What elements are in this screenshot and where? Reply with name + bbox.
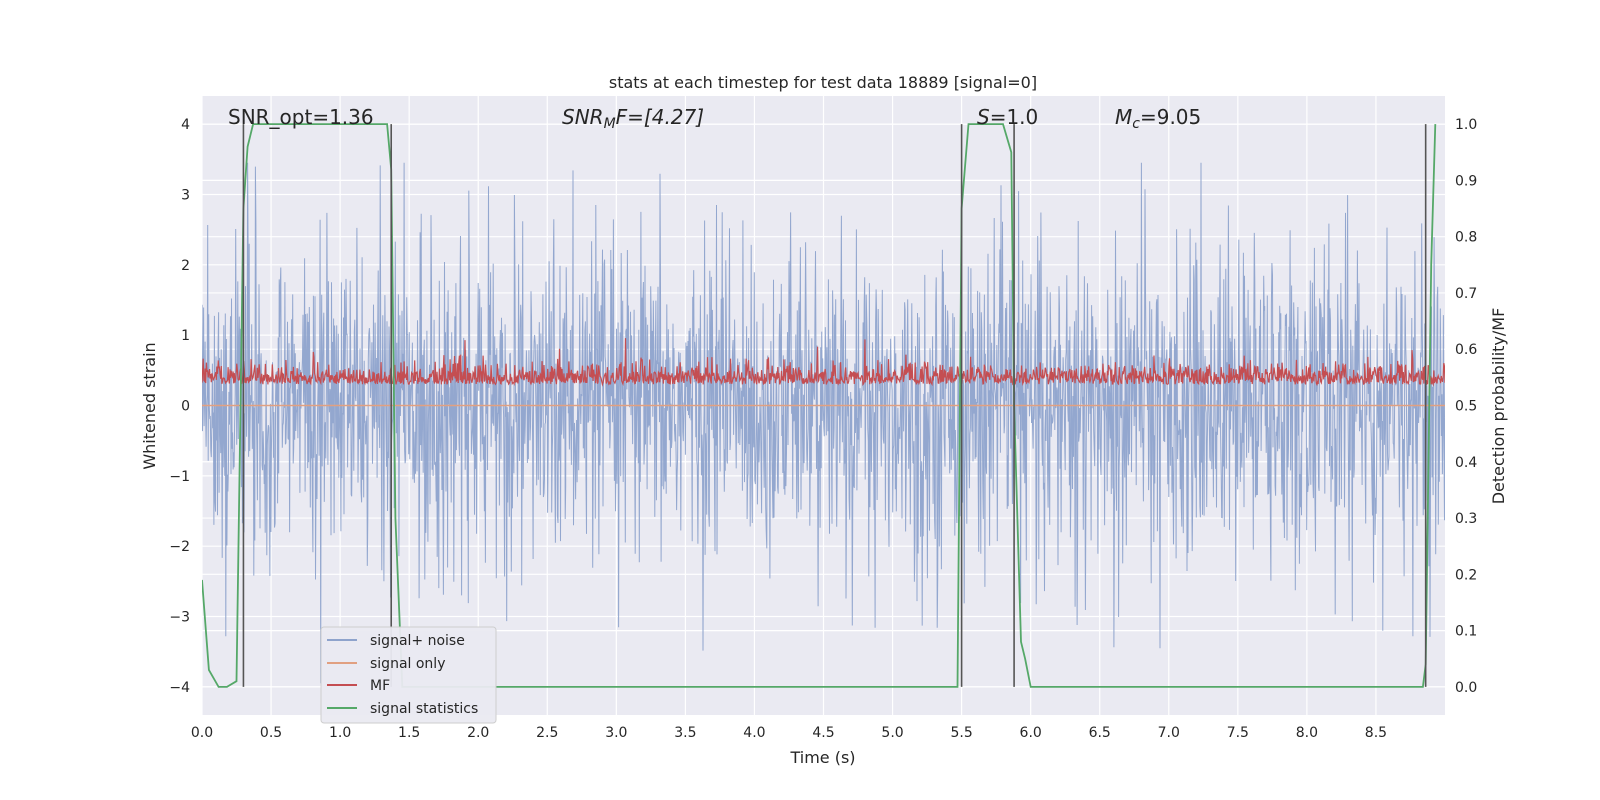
x-tick-label: 0.5 xyxy=(260,725,282,741)
annotation-snr-mf-sub: M xyxy=(604,116,616,132)
x-tick-label: 1.5 xyxy=(398,725,420,741)
x-tick-label: 2.5 xyxy=(536,725,558,741)
y-tick-label-right: 0.5 xyxy=(1455,399,1477,415)
y-tick-label-right: 0.7 xyxy=(1455,286,1477,302)
annotation-snr-mf: SNRMF=[4.27] xyxy=(562,105,704,132)
y-tick-label-left: −1 xyxy=(169,469,190,485)
annotation-mc: Mc=9.05 xyxy=(1115,105,1201,132)
x-tick-label: 7.5 xyxy=(1227,725,1249,741)
x-tick-label: 5.5 xyxy=(950,725,972,741)
y-tick-label-right: 0.4 xyxy=(1455,455,1477,471)
y-tick-label-left: 4 xyxy=(181,117,190,133)
legend-label-stat: signal statistics xyxy=(370,701,478,717)
series-signal-statistics xyxy=(202,123,1437,688)
vertical-lines xyxy=(242,124,1427,687)
legend-label-noise: signal+ noise xyxy=(370,633,465,649)
annotation-mc-rest: =9.05 xyxy=(1140,105,1201,129)
y-tick-label-right: 0.3 xyxy=(1455,511,1477,527)
x-tick-label: 5.0 xyxy=(881,725,903,741)
y-tick-label-left: 1 xyxy=(181,328,190,344)
chart-title: stats at each timestep for test data 188… xyxy=(609,73,1037,92)
series-layer xyxy=(202,123,1445,688)
ticks: 0.0 0.5 1.0 1.5 2.0 2.5 3.0 3.5 4.0 4.5 5.0 5.5 6.0 6… xyxy=(169,117,1477,741)
y-tick-label-right: 0.6 xyxy=(1455,342,1477,358)
x-tick-label: 4.5 xyxy=(812,725,834,741)
y-tick-label-right: 1.0 xyxy=(1455,117,1477,133)
legend-label-mf: MF xyxy=(370,678,390,694)
legend-box xyxy=(320,626,497,724)
y-axis-label-right: Detection probability/MF xyxy=(1489,308,1508,505)
x-tick-label: 8.5 xyxy=(1365,725,1387,741)
x-tick-label: 8.0 xyxy=(1296,725,1318,741)
x-tick-label: 6.5 xyxy=(1089,725,1111,741)
x-tick-label: 2.0 xyxy=(467,725,489,741)
y-tick-label-right: 0.2 xyxy=(1455,567,1477,583)
annotation-snr-mf-base: SNR xyxy=(562,105,604,129)
y-tick-label-left: 3 xyxy=(181,187,190,203)
legend: signal+ noise signal only MF signal stat… xyxy=(320,626,497,724)
annotation-mc-sub: c xyxy=(1132,116,1140,132)
series-signal-noise xyxy=(202,162,1445,684)
y-tick-label-left: −2 xyxy=(169,539,190,555)
series-mf xyxy=(202,338,1445,387)
annotation-s-rest: =1.0 xyxy=(990,105,1039,129)
y-tick-label-left: −3 xyxy=(169,610,190,626)
x-tick-label: 0.0 xyxy=(191,725,213,741)
x-tick-label: 4.0 xyxy=(743,725,765,741)
x-tick-label: 3.0 xyxy=(605,725,627,741)
y-tick-label-left: −4 xyxy=(169,680,190,696)
y-tick-label-left: 2 xyxy=(181,258,190,274)
y-tick-label-right: 0.1 xyxy=(1455,624,1477,640)
x-tick-label: 3.5 xyxy=(674,725,696,741)
annotation-snr-opt: SNR_opt=1.36 xyxy=(228,105,374,129)
legend-label-signal: signal only xyxy=(370,656,445,672)
x-tick-label: 1.0 xyxy=(329,725,351,741)
annotation-snr-mf-rest: F=[4.27] xyxy=(616,105,704,129)
y-tick-label-right: 0.0 xyxy=(1455,680,1477,696)
y-axis-label-left: Whitened strain xyxy=(140,342,159,469)
annotation-s: S=1.0 xyxy=(977,105,1038,129)
y-tick-label-right: 0.9 xyxy=(1455,173,1477,189)
y-tick-label-left: 0 xyxy=(181,399,190,415)
y-tick-label-right: 0.8 xyxy=(1455,230,1477,246)
x-tick-label: 6.0 xyxy=(1020,725,1042,741)
x-tick-label: 7.0 xyxy=(1158,725,1180,741)
x-axis-label: Time (s) xyxy=(789,748,855,767)
annotation-mc-base: M xyxy=(1115,105,1132,129)
annotation-s-base: S xyxy=(977,105,990,129)
